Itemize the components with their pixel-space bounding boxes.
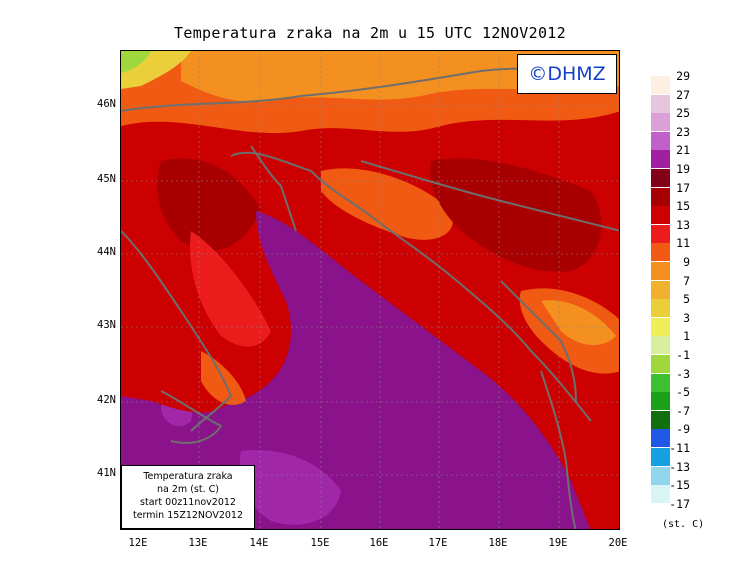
coastline-istria bbox=[250, 145, 297, 232]
legend-swatch bbox=[651, 429, 670, 448]
legend-label: -9 bbox=[676, 422, 690, 437]
lon-label: 14E bbox=[249, 537, 269, 549]
legend-label: 1 bbox=[683, 329, 690, 344]
info-line: start 00z11nov2012 bbox=[140, 497, 236, 508]
coastline-albania bbox=[540, 370, 577, 529]
legend-label: -11 bbox=[669, 441, 690, 455]
legend-swatch bbox=[651, 466, 670, 485]
legend-swatch bbox=[651, 150, 670, 169]
legend-swatch bbox=[651, 94, 670, 113]
legend-swatch bbox=[651, 280, 670, 299]
graticule bbox=[121, 51, 619, 529]
land-alpine-green bbox=[121, 51, 151, 73]
lat-label: 44N bbox=[97, 246, 116, 258]
legend-label: 3 bbox=[683, 310, 690, 325]
lon-label: 18E bbox=[488, 537, 508, 549]
land-italy-hot bbox=[190, 231, 271, 347]
info-box: Temperatura zraka na 2m (st. C) start 00… bbox=[121, 465, 255, 529]
legend-label: 25 bbox=[676, 106, 690, 121]
legend-swatch bbox=[651, 113, 670, 132]
legend-swatch bbox=[651, 299, 670, 318]
legend-swatch bbox=[651, 131, 670, 150]
lat-label: 42N bbox=[97, 394, 116, 406]
border-bosnia bbox=[360, 160, 619, 232]
legend-label: -7 bbox=[676, 403, 690, 418]
coastline-gargano bbox=[160, 390, 223, 444]
legend-swatch bbox=[651, 76, 670, 94]
legend-label: 9 bbox=[683, 255, 690, 269]
legend-swatch bbox=[651, 206, 670, 225]
lon-label: 16E bbox=[369, 537, 389, 549]
legend-label: -17 bbox=[669, 496, 690, 511]
legend-swatch bbox=[651, 392, 670, 411]
legend-label: 17 bbox=[676, 180, 690, 195]
land-alpine-orange bbox=[181, 51, 619, 102]
dhmz-logo: ©DHMZ bbox=[517, 54, 617, 94]
border-montenegro bbox=[500, 280, 577, 402]
map-canvas bbox=[121, 51, 619, 529]
legend-label: 13 bbox=[676, 217, 690, 232]
legend-swatch bbox=[651, 169, 670, 187]
legend-label: 11 bbox=[676, 236, 690, 251]
sea-adriatic bbox=[121, 211, 591, 529]
sea-warm-patch-2 bbox=[239, 450, 341, 525]
legend-swatch bbox=[651, 448, 670, 466]
map-title: Temperatura zraka na 2m u 15 UTC 12NOV20… bbox=[174, 24, 566, 42]
lon-label: 15E bbox=[310, 537, 330, 549]
lat-label: 41N bbox=[97, 467, 116, 479]
lon-label: 13E bbox=[188, 537, 208, 549]
legend-label: 21 bbox=[676, 143, 690, 158]
legend-swatch bbox=[651, 317, 670, 336]
legend-swatch bbox=[651, 373, 670, 392]
land-darkred-1 bbox=[430, 158, 602, 272]
legend-label: 5 bbox=[683, 292, 690, 307]
legend-swatch bbox=[651, 485, 670, 504]
legend-label: -1 bbox=[676, 348, 690, 362]
legend-label: 19 bbox=[676, 162, 690, 176]
legend-swatch bbox=[651, 355, 670, 373]
coastline-italy bbox=[121, 230, 233, 432]
land-lightorange-patch bbox=[541, 300, 616, 346]
legend-swatch bbox=[651, 336, 670, 355]
lat-label: 45N bbox=[97, 173, 116, 185]
legend-label: 27 bbox=[676, 87, 690, 102]
lon-label: 12E bbox=[128, 537, 148, 549]
lon-label: 17E bbox=[428, 537, 448, 549]
lat-label: 43N bbox=[97, 319, 116, 331]
info-line: Temperatura zraka bbox=[143, 471, 233, 482]
legend-swatch bbox=[651, 224, 670, 243]
info-line: termin 15Z12NOV2012 bbox=[132, 510, 244, 521]
info-line: na 2m (st. C) bbox=[157, 484, 219, 495]
legend-unit: (st. C) bbox=[662, 519, 705, 530]
legend-swatch bbox=[651, 243, 670, 262]
lat-label: 46N bbox=[97, 98, 116, 110]
legend-label: -15 bbox=[669, 478, 690, 493]
legend-label: -3 bbox=[676, 366, 690, 381]
coastlines bbox=[121, 60, 619, 529]
legend-label: 15 bbox=[676, 199, 690, 214]
lon-label: 20E bbox=[608, 537, 628, 549]
temperature-map: ©DHMZ Temperatura zraka na 2m (st. C) st… bbox=[120, 50, 620, 530]
legend-swatch bbox=[651, 187, 670, 206]
land-orange-patch-1 bbox=[321, 168, 453, 240]
legend-swatch bbox=[651, 410, 670, 429]
legend-label: -5 bbox=[676, 385, 690, 400]
legend-label: 23 bbox=[676, 124, 690, 139]
legend-label: 29 bbox=[676, 69, 690, 83]
legend-label: -13 bbox=[669, 459, 690, 474]
coastline-croatia bbox=[230, 151, 592, 422]
lon-label: 19E bbox=[548, 537, 568, 549]
legend-label: 7 bbox=[683, 273, 690, 288]
land-darkred-2 bbox=[157, 158, 261, 251]
legend-swatch bbox=[651, 262, 670, 280]
